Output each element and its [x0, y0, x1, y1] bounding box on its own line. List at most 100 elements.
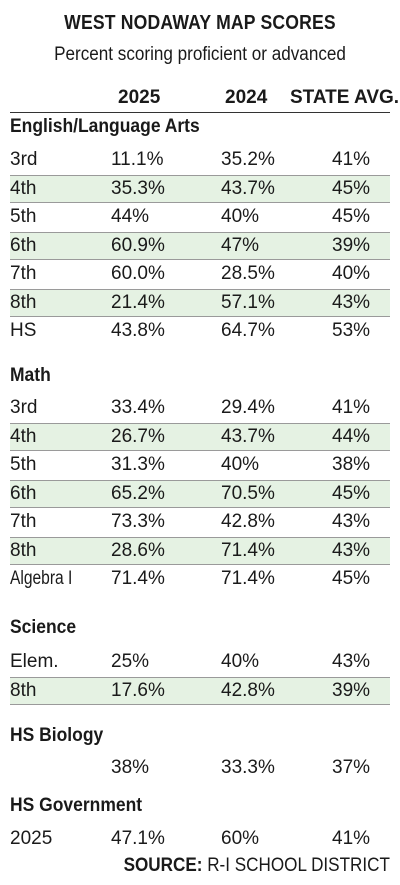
table-row: HS 43.8% 64.7% 53% [10, 317, 390, 345]
table-row: 6th 65.2% 70.5% 45% [10, 479, 390, 508]
row-divider [10, 506, 390, 508]
row-label: 7th [10, 511, 37, 532]
row-divider [10, 703, 390, 705]
row-label: 8th [10, 539, 37, 561]
value-state-avg: 41% [332, 149, 371, 170]
value-state-avg: 38% [332, 454, 371, 475]
value-2024: 43.7% [221, 425, 275, 447]
value-2025: 44% [111, 206, 150, 227]
row-label: 2025 [10, 828, 53, 849]
row-label: 7th [10, 263, 37, 284]
value-state-avg: 45% [332, 568, 371, 589]
row-label: Algebra I [10, 568, 73, 589]
row-divider [10, 449, 390, 451]
value-state-avg: 43% [332, 511, 371, 532]
row-divider [10, 315, 390, 317]
row-label: 8th [10, 679, 37, 701]
value-2025: 33.4% [111, 397, 165, 418]
row-divider [10, 201, 390, 203]
row-divider [10, 231, 390, 233]
value-2024: 71.4% [221, 539, 275, 561]
row-divider [10, 422, 390, 424]
value-2025: 28.6% [111, 539, 165, 561]
section-title: Math [10, 365, 51, 386]
value-state-avg: 43% [332, 539, 371, 561]
value-state-avg: 41% [332, 828, 371, 849]
value-state-avg: 45% [332, 206, 371, 227]
row-divider [10, 258, 390, 260]
row-divider [10, 563, 390, 565]
value-2025: 26.7% [111, 425, 165, 447]
column-header-state-avg: STATE AVG. [290, 87, 400, 108]
row-label: 3rd [10, 149, 38, 170]
value-state-avg: 39% [332, 234, 371, 256]
column-header-2024: 2024 [225, 87, 268, 108]
section-title: Science [10, 617, 77, 638]
row-label: 6th [10, 482, 37, 504]
value-2025: 38% [111, 757, 150, 778]
table-row: 6th 60.9% 47% 39% [10, 231, 390, 260]
row-label: 6th [10, 234, 37, 256]
section-title: HS Government [10, 795, 143, 816]
value-2025: 21.4% [111, 291, 165, 313]
table-row: Algebra I 71.4% 71.4% 45% [10, 565, 390, 593]
table-row: 8th 17.6% 42.8% 39% [10, 676, 390, 705]
table-row: 8th 28.6% 71.4% 43% [10, 536, 390, 565]
value-2024: 33.3% [221, 757, 275, 778]
value-2025: 35.3% [111, 177, 165, 199]
source-text: R-I SCHOOL DISTRICT [207, 855, 390, 876]
value-2024: 47% [221, 234, 260, 256]
row-label: 4th [10, 425, 37, 447]
table-row: 7th 60.0% 28.5% 40% [10, 260, 390, 288]
value-state-avg: 44% [332, 425, 371, 447]
row-label: 8th [10, 291, 37, 313]
table-row: 7th 73.3% 42.8% 43% [10, 508, 390, 536]
row-divider [10, 536, 390, 538]
source-credit: SOURCE: R-I SCHOOL DISTRICT [124, 855, 390, 877]
value-2024: 43.7% [221, 177, 275, 199]
value-2025: 47.1% [111, 828, 165, 849]
table-row: 8th 21.4% 57.1% 43% [10, 288, 390, 317]
value-state-avg: 45% [332, 482, 371, 504]
chart-subtitle: Percent scoring proficient or advanced [54, 44, 346, 65]
row-label: HS [10, 320, 37, 341]
value-2024: 28.5% [221, 263, 275, 284]
value-2024: 35.2% [221, 149, 275, 170]
section-title: HS Biology [10, 725, 104, 746]
value-state-avg: 40% [332, 263, 371, 284]
value-2024: 29.4% [221, 397, 275, 418]
value-2024: 57.1% [221, 291, 275, 313]
row-label: 4th [10, 177, 37, 199]
header-divider [10, 112, 390, 113]
value-2025: 17.6% [111, 679, 165, 701]
value-state-avg: 37% [332, 757, 371, 778]
value-2024: 40% [221, 206, 260, 227]
table-row: 4th 26.7% 43.7% 44% [10, 422, 390, 451]
value-2024: 42.8% [221, 511, 275, 532]
source-label: SOURCE: [123, 855, 203, 876]
table-row: 38% 33.3% 37% [10, 754, 390, 782]
section-title: English/Language Arts [10, 116, 200, 137]
table-row: 5th 31.3% 40% 38% [10, 451, 390, 479]
value-2024: 70.5% [221, 482, 275, 504]
value-2025: 43.8% [111, 320, 165, 341]
value-state-avg: 39% [332, 679, 371, 701]
value-2024: 40% [221, 454, 260, 475]
row-divider [10, 676, 390, 678]
value-state-avg: 43% [332, 291, 371, 313]
value-2025: 65.2% [111, 482, 165, 504]
row-label: 3rd [10, 397, 38, 418]
value-2025: 11.1% [111, 149, 164, 170]
value-2024: 71.4% [221, 568, 275, 589]
table-row: 3rd 33.4% 29.4% 41% [10, 394, 390, 422]
table-row: 3rd 11.1% 35.2% 41% [10, 146, 390, 174]
value-2024: 40% [221, 651, 260, 672]
chart-title: WEST NODAWAY MAP SCORES [64, 12, 336, 34]
value-2024: 60% [221, 828, 260, 849]
value-2025: 73.3% [111, 511, 165, 532]
row-divider [10, 174, 390, 176]
row-divider [10, 479, 390, 481]
table-row: 4th 35.3% 43.7% 45% [10, 174, 390, 203]
value-state-avg: 53% [332, 320, 371, 341]
row-label: Elem. [10, 651, 59, 672]
